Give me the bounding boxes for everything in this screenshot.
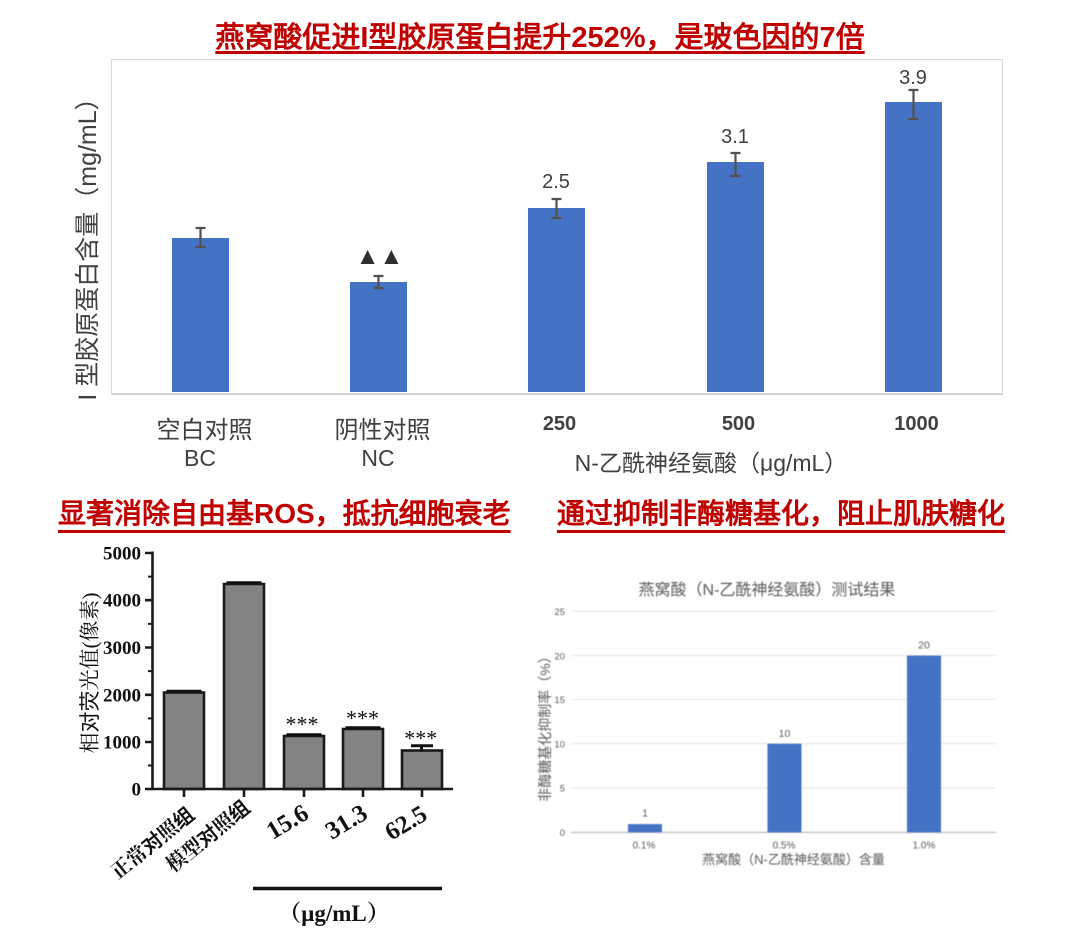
svg-text:0.5%: 0.5% [773, 841, 796, 852]
svg-text:3000: 3000 [103, 638, 141, 659]
svg-text:1000: 1000 [103, 733, 141, 754]
svg-text:***: *** [404, 726, 437, 751]
svg-text:0.1%: 0.1% [633, 841, 656, 852]
svg-text:25: 25 [554, 607, 565, 618]
svg-text:15.6: 15.6 [262, 799, 313, 845]
svg-text:燕窝酸（N-乙酰神经氨酸）测试结果: 燕窝酸（N-乙酰神经氨酸）测试结果 [639, 581, 896, 599]
svg-text:1: 1 [642, 808, 648, 820]
svg-text:5000: 5000 [103, 544, 141, 565]
svg-text:10: 10 [554, 739, 565, 750]
svg-text:非酶糖基化抑制率（%）: 非酶糖基化抑制率（%） [537, 649, 553, 801]
svg-text:***: *** [346, 706, 379, 731]
svg-text:燕窝酸（N-乙酰神经氨酸）含量: 燕窝酸（N-乙酰神经氨酸）含量 [702, 852, 885, 867]
svg-text:相对荧光值(像素): 相对荧光值(像素) [78, 593, 102, 754]
svg-text:***: *** [286, 712, 319, 737]
svg-text:2000: 2000 [103, 685, 141, 706]
svg-text:（μg/mL）: （μg/mL） [278, 901, 389, 926]
svg-text:0: 0 [560, 828, 565, 839]
svg-text:15: 15 [554, 695, 565, 706]
svg-text:20: 20 [554, 651, 565, 662]
svg-text:31.3: 31.3 [321, 799, 372, 845]
svg-text:4000: 4000 [103, 591, 141, 612]
svg-text:5: 5 [560, 784, 565, 795]
svg-text:0: 0 [132, 780, 142, 801]
svg-text:10: 10 [779, 728, 791, 740]
svg-text:1.0%: 1.0% [913, 841, 936, 852]
svg-text:62.5: 62.5 [380, 800, 431, 846]
svg-text:20: 20 [918, 640, 930, 652]
